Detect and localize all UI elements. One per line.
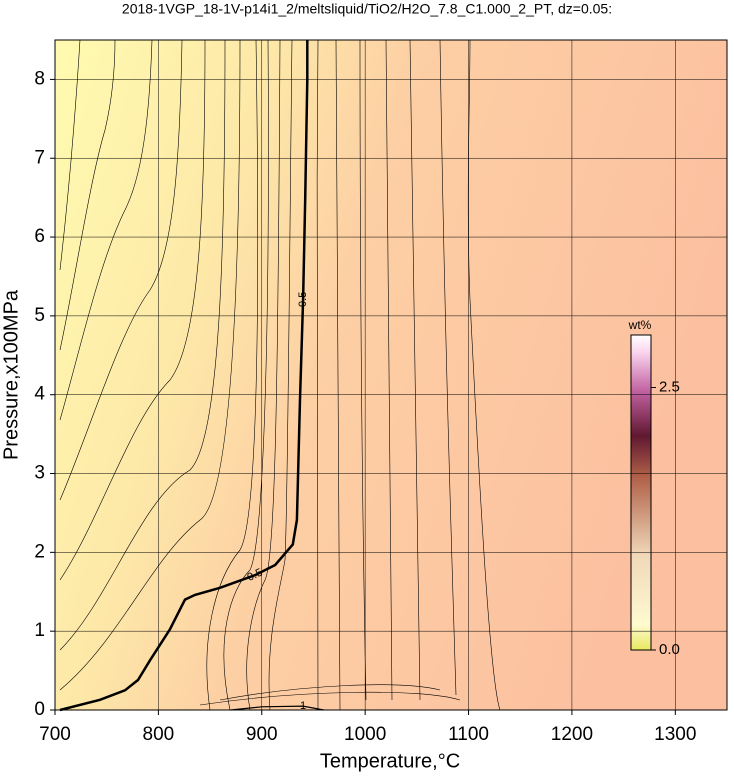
colorbar-tick-label: 0.0 xyxy=(659,641,680,658)
contour-label: 1 xyxy=(300,700,306,712)
y-tick-label: 8 xyxy=(34,68,45,89)
colorbar-label: wt% xyxy=(628,318,652,332)
y-tick-label: 1 xyxy=(34,620,45,641)
x-tick-label: 800 xyxy=(143,724,175,745)
contour-line xyxy=(59,40,309,712)
x-axis-label: Temperature,°C xyxy=(320,750,460,772)
y-tick-label: 7 xyxy=(34,147,45,168)
plot-frame xyxy=(54,39,728,711)
contour-label: 0.5 xyxy=(297,292,309,307)
y-tick-label: 2 xyxy=(34,541,45,562)
y-tick-label: 5 xyxy=(34,305,45,326)
x-tick-label: 1100 xyxy=(448,724,489,745)
x-tick-label: 1300 xyxy=(654,724,696,745)
y-tick-label: 3 xyxy=(34,463,45,484)
x-tick-label: 1000 xyxy=(344,724,386,745)
y-tick-label: 6 xyxy=(34,226,45,247)
contour-line xyxy=(230,705,324,711)
contour-label: 0.5 xyxy=(245,566,264,583)
y-tick-label: 0 xyxy=(34,699,45,720)
chart-title: 2018-1VGP_18-1V-p14i1_2/meltsliquid/TiO2… xyxy=(122,1,612,17)
colorbar-tick-label: 2.5 xyxy=(659,378,680,395)
x-tick-label: 700 xyxy=(39,724,71,745)
x-tick-label: 1200 xyxy=(551,724,593,745)
y-axis-label: Pressure,x100MPa xyxy=(0,289,22,460)
x-tick-label: 900 xyxy=(246,724,278,745)
colorbar xyxy=(630,334,652,651)
y-tick-label: 4 xyxy=(34,384,45,405)
thin-contours xyxy=(59,39,501,711)
